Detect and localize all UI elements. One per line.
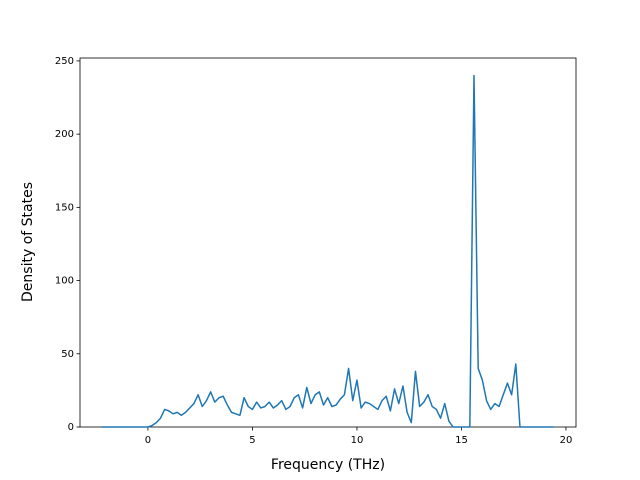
y-tick-label: 0 [68,422,74,433]
x-tick-label: 15 [455,435,468,446]
data-line [101,74,554,428]
y-tick-label: 150 [55,202,74,213]
y-tick-label: 200 [55,129,74,140]
x-tick-label: 20 [560,435,573,446]
x-axis-label: Frequency (THz) [271,457,385,473]
y-axis-label: Density of States [20,182,36,302]
y-tick-label: 100 [55,276,74,287]
x-tick-label: 0 [145,435,151,446]
y-tick-label: 50 [61,349,74,360]
y-tick-label: 250 [55,56,74,67]
plot-frame [79,57,577,428]
x-tick-label: 10 [351,435,364,446]
x-tick-label: 5 [249,435,255,446]
